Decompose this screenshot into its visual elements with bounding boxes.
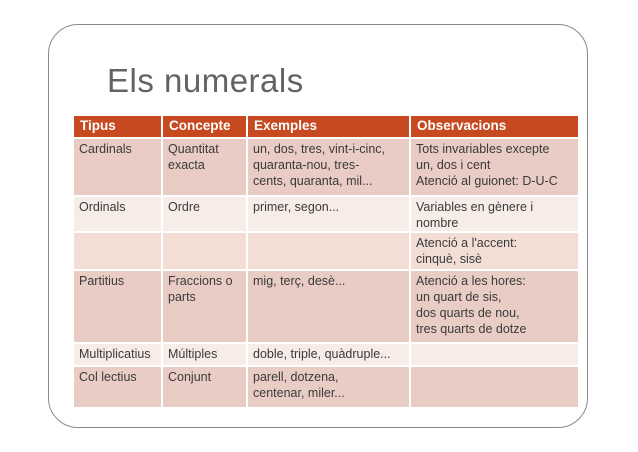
row-ordinals: Ordinals Ordre primer, segon... Variable… <box>74 197 580 233</box>
cell-tipus: Ordinals <box>74 197 163 233</box>
table-header-row: Tipus Concepte Exemples Observacions <box>74 116 580 139</box>
cell-exemples <box>248 233 411 271</box>
numerals-table: Tipus Concepte Exemples Observacions Car… <box>74 116 580 409</box>
cell-exemples: doble, triple, quàdruple... <box>248 344 411 367</box>
cell-exemples: primer, segon... <box>248 197 411 233</box>
cell-concepte: Quantitat exacta <box>163 139 248 197</box>
cell-observacions: Atenció a les hores: un quart de sis, do… <box>411 271 580 344</box>
row-cardinals: Cardinals Quantitat exacta un, dos, tres… <box>74 139 580 197</box>
cell-tipus: Cardinals <box>74 139 163 197</box>
cell-concepte: Conjunt <box>163 367 248 409</box>
column-header-exemples: Exemples <box>248 116 411 139</box>
cell-tipus: Multiplicatius <box>74 344 163 367</box>
row-collectius: Col lectius Conjunt parell, dotzena, cen… <box>74 367 580 409</box>
row-ordinals-continuation: Atenció a l'accent: cinquè, sisè <box>74 233 580 271</box>
cell-observacions <box>411 367 580 409</box>
cell-tipus: Partitius <box>74 271 163 344</box>
cell-concepte: Múltiples <box>163 344 248 367</box>
column-header-observacions: Observacions <box>411 116 580 139</box>
row-multiplicatius: Multiplicatius Múltiples doble, triple, … <box>74 344 580 367</box>
cell-tipus: Col lectius <box>74 367 163 409</box>
cell-concepte <box>163 233 248 271</box>
column-header-concepte: Concepte <box>163 116 248 139</box>
cell-exemples: parell, dotzena, centenar, miler... <box>248 367 411 409</box>
slide-frame: Els numerals Tipus Concepte Exemples Obs… <box>48 24 588 428</box>
cell-observacions <box>411 344 580 367</box>
cell-observacions: Variables en gènere i nombre <box>411 197 580 233</box>
cell-concepte: Ordre <box>163 197 248 233</box>
column-header-tipus: Tipus <box>74 116 163 139</box>
row-partitius: Partitius Fraccions o parts mig, terç, d… <box>74 271 580 344</box>
cell-observacions: Tots invariables excepte un, dos i cent … <box>411 139 580 197</box>
cell-exemples: un, dos, tres, vint-i-cinc, quaranta-nou… <box>248 139 411 197</box>
cell-observacions: Atenció a l'accent: cinquè, sisè <box>411 233 580 271</box>
slide-title: Els numerals <box>107 62 304 99</box>
cell-tipus <box>74 233 163 271</box>
cell-exemples: mig, terç, desè... <box>248 271 411 344</box>
cell-concepte: Fraccions o parts <box>163 271 248 344</box>
